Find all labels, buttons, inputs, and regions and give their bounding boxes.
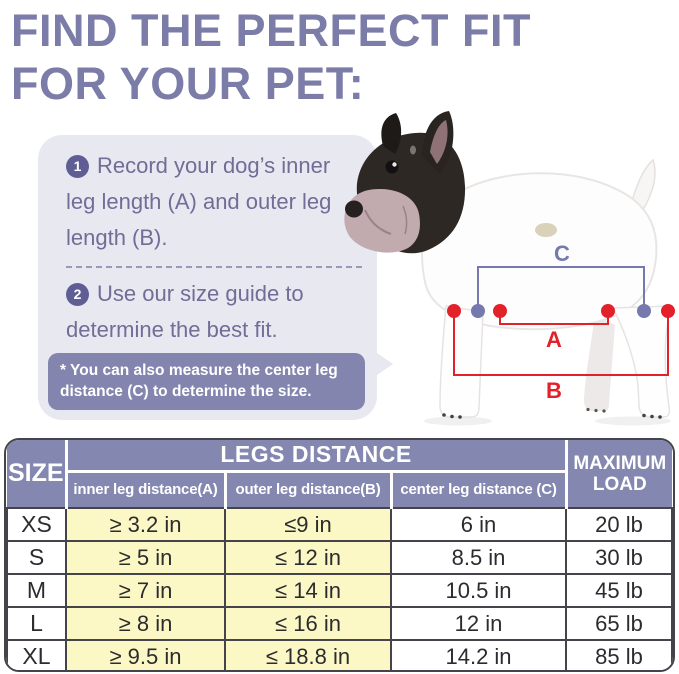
cell-inner: ≥ 3.2 in — [65, 507, 226, 542]
dog-far-back-leg — [584, 315, 615, 411]
cell-center: 8.5 in — [389, 540, 568, 575]
instructions-bubble: 1 Record your dog’s inner leg length (A) … — [38, 135, 393, 420]
cell-outer: ≤9 in — [224, 507, 392, 542]
table-row-l: L ≥ 8 in ≤ 16 in 12 in 65 lb — [6, 606, 673, 641]
step-2-text: Use our size guide to determine the best… — [66, 281, 304, 342]
cell-inner: ≥ 8 in — [65, 606, 226, 641]
cell-load: 20 lb — [565, 507, 673, 542]
cell-outer: ≤ 16 in — [224, 606, 392, 641]
cell-inner: ≥ 7 in — [65, 573, 226, 608]
table-row-s: S ≥ 5 in ≤ 12 in 8.5 in 30 lb — [6, 540, 673, 575]
bubble-tail — [377, 353, 393, 375]
size-table: SIZE LEGS DISTANCE MAXIMUM LOAD inner le… — [4, 438, 675, 672]
marker-dot-center-front — [471, 304, 485, 318]
label-a: A — [546, 327, 562, 352]
cell-inner: ≥ 5 in — [65, 540, 226, 575]
measuring-note: * You can also measure the center leg di… — [48, 353, 365, 410]
table-row-xl: XL ≥ 9.5 in ≤ 18.8 in 14.2 in 85 lb — [6, 639, 673, 670]
page-title: FIND THE PERFECT FIT FOR YOUR PET: — [11, 4, 651, 110]
col-header-size: SIZE — [7, 440, 68, 508]
cell-center: 10.5 in — [389, 573, 568, 608]
page-title-line1: FIND THE PERFECT FIT — [11, 5, 531, 56]
table-row-xs: XS ≥ 3.2 in ≤9 in 6 in 20 lb — [6, 507, 673, 542]
marker-dot-inner-front — [493, 304, 507, 318]
instruction-step-1: 1 Record your dog’s inner leg length (A) … — [66, 148, 348, 256]
cell-size: L — [6, 606, 67, 641]
label-c: C — [554, 241, 570, 266]
dog-far-ear — [381, 113, 402, 154]
measurement-line-b: B — [447, 304, 675, 403]
table-row-m: M ≥ 7 in ≤ 14 in 10.5 in 45 lb — [6, 573, 673, 608]
page-title-line2: FOR YOUR PET: — [11, 58, 365, 109]
dog-forehead-mark — [410, 145, 416, 155]
dashed-divider — [66, 266, 362, 268]
marker-dot-inner-back — [601, 304, 615, 318]
cell-load: 45 lb — [565, 573, 673, 608]
dog-illustration — [344, 111, 671, 426]
col-header-max-load: MAXIMUM LOAD — [564, 440, 672, 508]
cell-load: 30 lb — [565, 540, 673, 575]
cell-outer: ≤ 12 in — [224, 540, 392, 575]
cell-center: 6 in — [389, 507, 568, 542]
dog-back-leg — [611, 305, 671, 418]
marker-dot-center-back — [637, 304, 651, 318]
cell-outer: ≤ 18.8 in — [224, 639, 392, 670]
dog-back-spot — [535, 223, 557, 237]
cell-load: 85 lb — [565, 639, 673, 670]
cell-outer: ≤ 14 in — [224, 573, 392, 608]
step-1-text: Record your dog’s inner leg length (A) a… — [66, 153, 332, 250]
cell-size: M — [6, 573, 67, 608]
col-header-inner: inner leg distance(A) — [66, 471, 225, 508]
measurement-line-c: C — [471, 241, 651, 318]
cell-load: 65 lb — [565, 606, 673, 641]
cell-size: XL — [6, 639, 67, 670]
dog-muzzle — [344, 189, 420, 253]
cell-center: 14.2 in — [389, 639, 568, 670]
marker-dot-outer-front — [447, 304, 461, 318]
instruction-step-2: 2 Use our size guide to determine the bes… — [66, 276, 348, 348]
dog-measurement-diagram: C A B — [344, 111, 675, 426]
dog-front-leg — [439, 305, 484, 418]
dog-ear-inner — [430, 120, 448, 164]
dog-nose — [345, 200, 363, 218]
cell-inner: ≥ 9.5 in — [65, 639, 226, 670]
step-2-badge: 2 — [66, 282, 89, 306]
cell-center: 12 in — [389, 606, 568, 641]
cell-size: S — [6, 540, 67, 575]
dog-eye — [385, 160, 399, 174]
marker-dot-outer-back — [661, 304, 675, 318]
col-group-legs-distance: LEGS DISTANCE — [66, 440, 567, 473]
measurement-line-a: A — [493, 304, 615, 352]
label-b: B — [546, 378, 562, 403]
col-header-center: center leg distance (C) — [389, 471, 567, 508]
step-1-badge: 1 — [66, 154, 89, 178]
col-header-outer: outer leg distance(B) — [223, 471, 391, 508]
cell-size: XS — [6, 507, 67, 542]
